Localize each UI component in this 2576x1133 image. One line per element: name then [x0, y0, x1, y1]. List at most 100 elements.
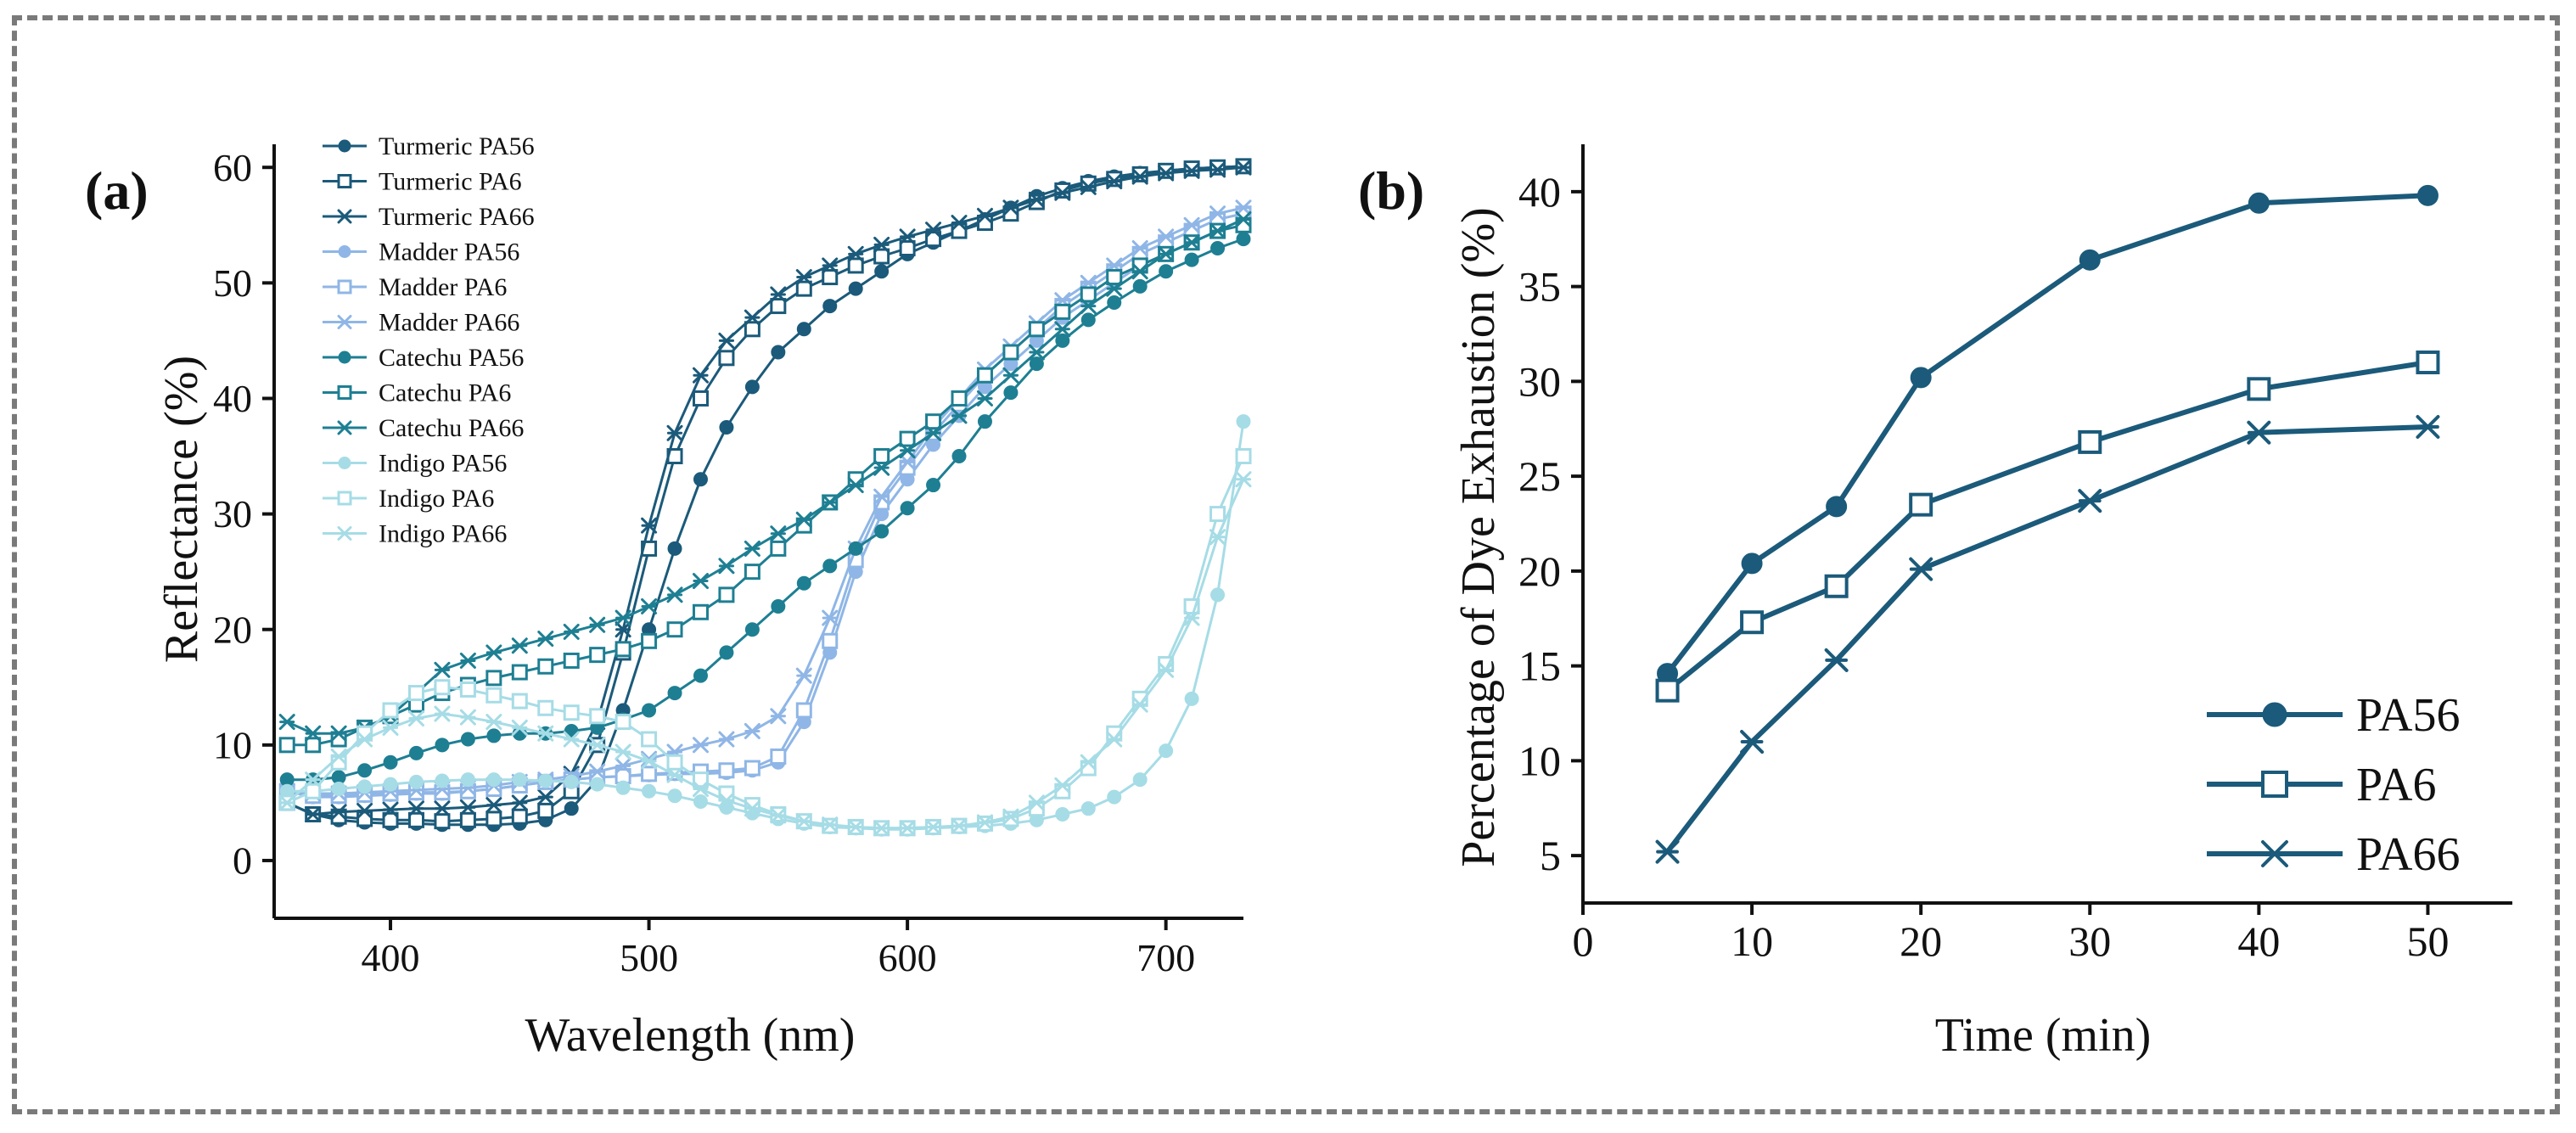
panel-b-axes: 0 10 20 30 40 50 5 10 15 20 25 30 35 40 [1518, 144, 2512, 965]
data-point [822, 257, 839, 274]
data-point [485, 714, 502, 731]
data-point [1029, 356, 1044, 372]
data-point [641, 517, 658, 534]
data-point [718, 350, 735, 367]
data-point [795, 702, 812, 719]
data-point [1132, 278, 1148, 294]
y-tick-label: 30 [1518, 357, 1561, 405]
data-point [589, 708, 606, 725]
data-point [900, 501, 915, 516]
data-point [1054, 777, 1071, 794]
data-point [976, 390, 993, 407]
data-point [795, 280, 812, 297]
data-point [537, 631, 554, 648]
data-point [718, 762, 735, 779]
data-point [641, 632, 658, 649]
data-point [719, 645, 734, 660]
legend-label: Madder PA56 [379, 238, 519, 266]
series-line [287, 421, 1245, 831]
data-point [951, 390, 968, 407]
data-point [589, 647, 606, 664]
data-point [873, 236, 890, 253]
data-point [926, 478, 941, 493]
data-point [460, 772, 475, 788]
data-point [1910, 367, 1932, 389]
data-point [382, 811, 399, 828]
data-point [1209, 161, 1226, 178]
data-point [356, 731, 373, 748]
data-point [1080, 178, 1097, 195]
legend-label: PA6 [2356, 759, 2436, 811]
data-point [1028, 344, 1045, 361]
data-point [305, 725, 322, 742]
data-point [1028, 321, 1045, 338]
data-point [383, 754, 398, 770]
data-point [1080, 298, 1097, 315]
y-tick-label: 10 [213, 723, 252, 766]
data-point [667, 788, 682, 804]
data-point [407, 710, 424, 727]
x-tick-label: 10 [1731, 917, 1773, 965]
data-point [744, 800, 760, 817]
data-point [692, 603, 709, 620]
data-point [667, 541, 682, 556]
data-point [744, 321, 760, 338]
data-point [1209, 529, 1226, 546]
data-point [770, 708, 787, 725]
data-point [511, 719, 528, 736]
data-point [795, 511, 812, 528]
legend-label: Madder PA66 [379, 309, 519, 337]
data-point [976, 207, 993, 224]
data-point [693, 472, 708, 487]
data-point [1131, 165, 1148, 182]
data-point [1106, 269, 1123, 286]
legend-label: Indigo PA66 [379, 520, 507, 548]
panel-b-series [1655, 184, 2440, 864]
data-point [899, 240, 916, 257]
data-point [1235, 199, 1252, 216]
data-point [563, 704, 580, 721]
data-point [771, 598, 786, 614]
data-point [459, 652, 476, 669]
data-point [1002, 344, 1019, 361]
panel-a: (a) Wavelength (nm) Reflectance (%) 400 5… [85, 132, 1252, 1062]
data-point [795, 813, 812, 830]
panel-a-label: (a) [85, 160, 149, 221]
data-point [1107, 789, 1122, 805]
data-point [1909, 557, 1933, 581]
data-point [331, 782, 346, 797]
x-tick-label: 600 [878, 936, 937, 979]
legend-marker [338, 245, 351, 258]
x-tick-label: 400 [362, 936, 420, 979]
panel-b-label: (b) [1358, 160, 1424, 221]
data-point [278, 794, 295, 811]
data-point [693, 668, 708, 683]
panel-a-y-axis-label: Reflectance (%) [155, 356, 208, 663]
legend-label: Turmeric PA56 [379, 132, 535, 160]
data-point [1209, 222, 1226, 239]
data-point [1655, 678, 1680, 703]
legend-label: Madder PA6 [379, 273, 507, 301]
legend-marker [338, 351, 351, 364]
data-point [1184, 691, 1199, 706]
data-point [1740, 730, 1765, 754]
data-point [847, 257, 864, 274]
data-point [1184, 252, 1199, 267]
data-point [459, 681, 476, 698]
data-point [642, 703, 657, 718]
data-point [485, 687, 502, 704]
data-point [1183, 162, 1200, 179]
data-point [925, 818, 942, 835]
data-point [330, 804, 347, 821]
data-point [718, 558, 735, 575]
data-point [2248, 192, 2270, 214]
legend-marker [2261, 771, 2288, 798]
data-point [2078, 489, 2102, 513]
legend-label: Catechu PA6 [379, 379, 511, 407]
data-point [615, 714, 631, 731]
data-point [692, 367, 709, 384]
data-point [1158, 165, 1175, 182]
data-point [1028, 794, 1045, 811]
data-point [434, 813, 451, 830]
